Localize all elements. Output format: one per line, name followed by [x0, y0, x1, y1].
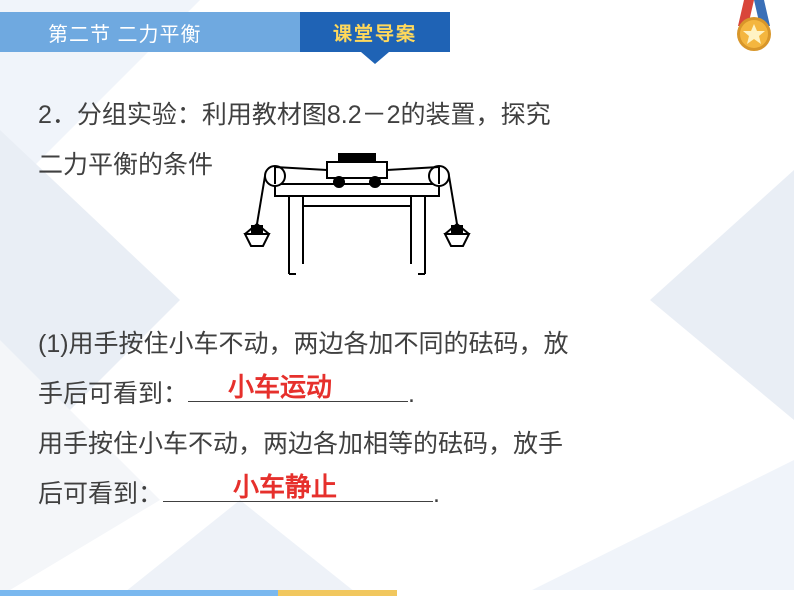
- answer-text: 小车运动: [228, 361, 332, 413]
- header-bar: 第二节 二力平衡: [0, 12, 300, 52]
- text-line: 二力平衡的条件: [38, 140, 213, 190]
- text-line: 后可看到： 小车静止 .: [38, 469, 756, 519]
- answer-text: 小车静止: [233, 461, 337, 513]
- text-line: 用手按住小车不动，两边各加相等的砝码，放手: [38, 419, 756, 469]
- text-line: (1)用手按住小车不动，两边各加不同的砝码，放: [38, 319, 756, 369]
- text-fragment: .: [433, 480, 440, 508]
- slide: 第二节 二力平衡 课堂导案 2．分组实验：利用教材图8.2－2的装置，探究 二力…: [0, 0, 794, 596]
- tab-lesson-guide: 课堂导案: [300, 12, 450, 52]
- text-fragment: .: [408, 380, 415, 408]
- medal-icon: [732, 0, 776, 58]
- section-title: 第二节 二力平衡: [48, 18, 202, 47]
- text-fragment: 手后可看到：: [38, 380, 188, 408]
- text-line: 2．分组实验：利用教材图8.2－2的装置，探究: [38, 90, 756, 140]
- tab-label: 课堂导案: [333, 19, 417, 46]
- content-area: 2．分组实验：利用教材图8.2－2的装置，探究 二力平衡的条件: [38, 90, 756, 566]
- experiment-diagram: [227, 134, 487, 301]
- text-line: 手后可看到： 小车运动 .: [38, 369, 756, 419]
- text-fragment: 后可看到：: [38, 480, 163, 508]
- fill-blank: 小车运动: [188, 369, 408, 419]
- bottom-stripe: [0, 590, 794, 596]
- fill-blank: 小车静止: [163, 469, 433, 519]
